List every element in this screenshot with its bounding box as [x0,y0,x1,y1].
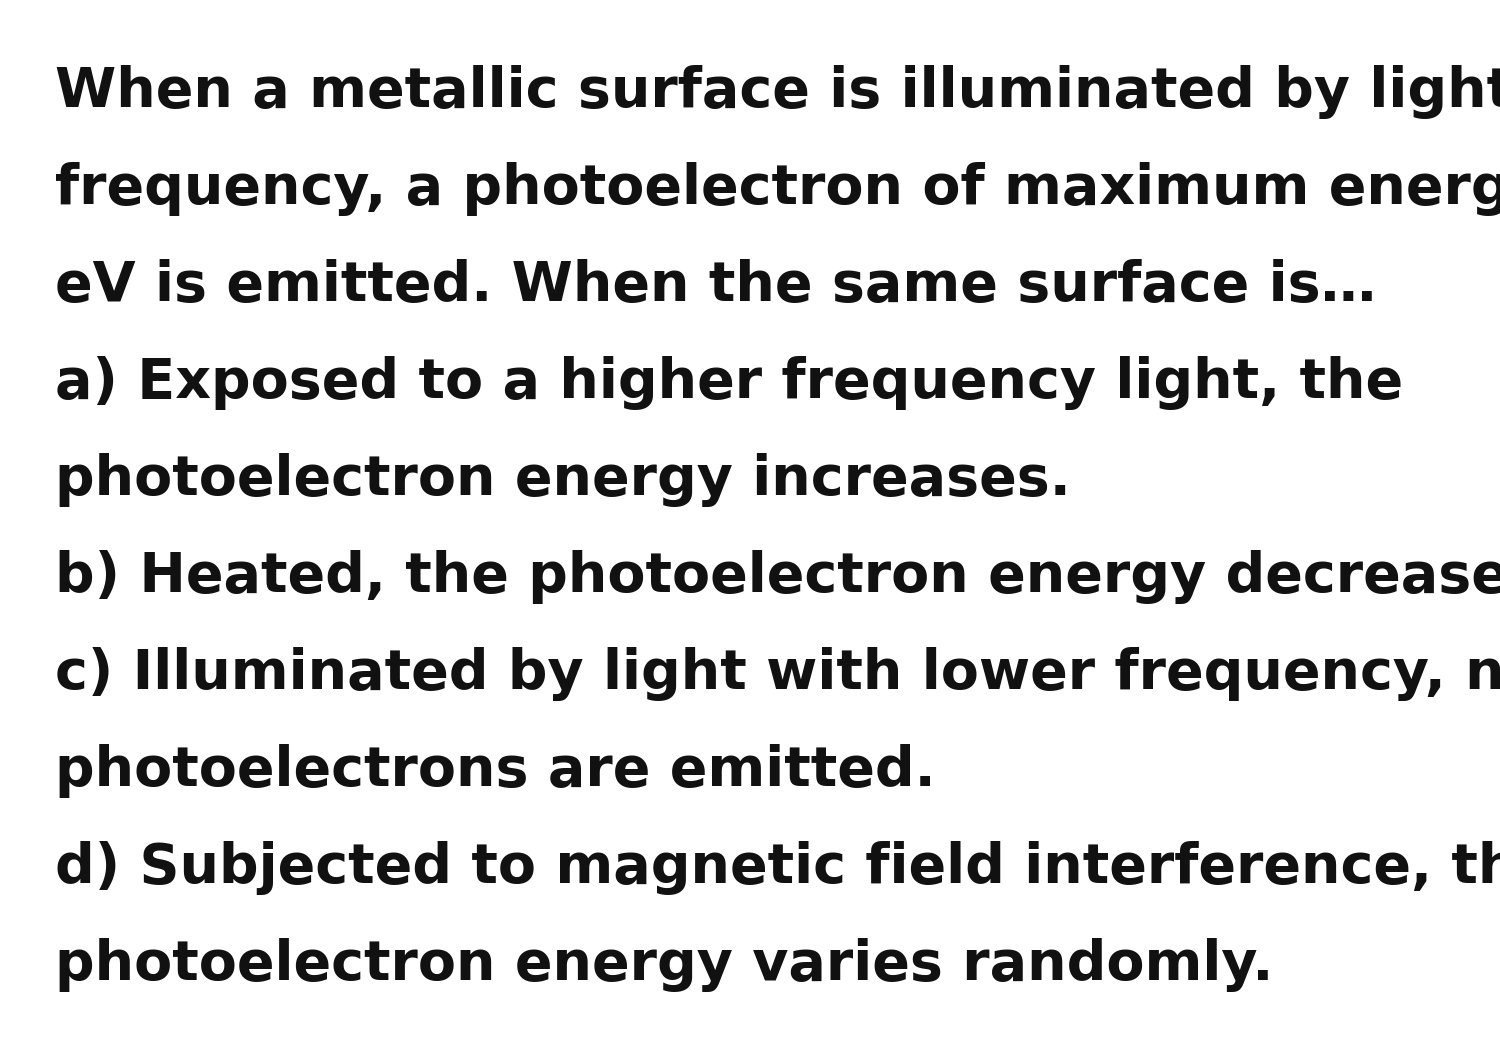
Text: a) Exposed to a higher frequency light, the: a) Exposed to a higher frequency light, … [56,356,1402,410]
Text: d) Subjected to magnetic field interference, the: d) Subjected to magnetic field interfere… [56,841,1500,895]
Text: photoelectron energy increases.: photoelectron energy increases. [56,453,1071,506]
Text: b) Heated, the photoelectron energy decreases.: b) Heated, the photoelectron energy decr… [56,550,1500,604]
Text: eV is emitted. When the same surface is…: eV is emitted. When the same surface is… [56,259,1376,313]
Text: c) Illuminated by light with lower frequency, no: c) Illuminated by light with lower frequ… [56,647,1500,701]
Text: frequency, a photoelectron of maximum energy 0.5: frequency, a photoelectron of maximum en… [56,162,1500,216]
Text: photoelectrons are emitted.: photoelectrons are emitted. [56,744,936,798]
Text: photoelectron energy varies randomly.: photoelectron energy varies randomly. [56,938,1274,992]
Text: When a metallic surface is illuminated by light of: When a metallic surface is illuminated b… [56,64,1500,119]
